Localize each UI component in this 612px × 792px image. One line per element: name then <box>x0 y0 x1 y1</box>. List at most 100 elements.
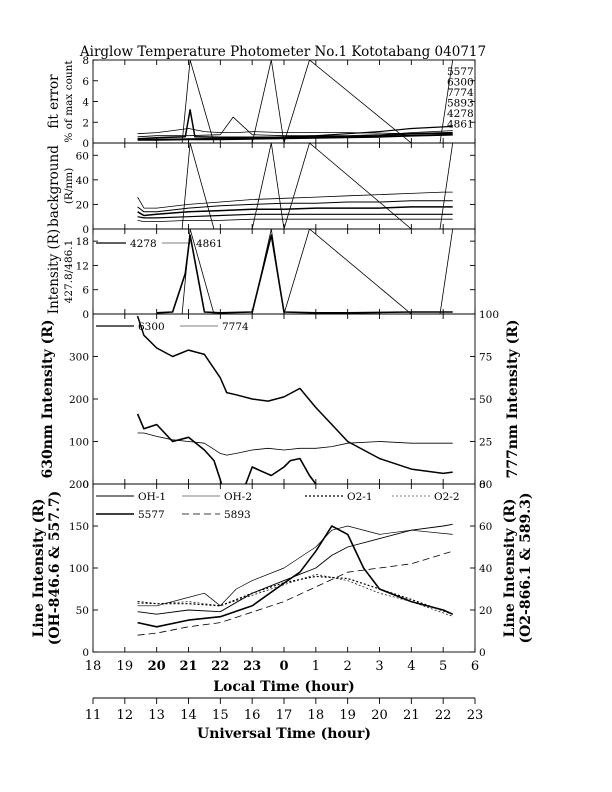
y-axis-label: Intensity (R) <box>46 229 62 314</box>
y-tick-label: 0 <box>82 479 89 491</box>
y-axis-label-right: 777nm Intensity (R) <box>505 320 521 479</box>
series-line-s2 <box>137 200 453 213</box>
x-tick-label-local: 22 <box>211 659 229 674</box>
legend-label: 6300 <box>138 321 165 333</box>
legend-label: 5577 <box>138 509 165 521</box>
y-axis-label-left: Line Intensity (R) <box>31 499 47 638</box>
series-line-OH-2 <box>137 525 453 607</box>
legend-label: 6300 <box>447 77 474 89</box>
y-tick-label: 12 <box>76 260 89 272</box>
x-axis-label-ut: Universal Time (hour) <box>197 726 371 742</box>
series-line-s4 <box>137 213 453 219</box>
series-group <box>156 229 454 314</box>
y-tick-label: 6 <box>82 76 89 88</box>
x-tick-label-local: 2 <box>344 659 352 674</box>
legend-label: O2-2 <box>434 491 460 503</box>
x-tick-label-local: 0 <box>279 659 288 674</box>
y-axis-label: fit error <box>46 74 62 129</box>
y-tick-label-right: 75 <box>479 352 492 364</box>
y-tick-label: 300 <box>69 352 89 364</box>
x-tick-label-ut: 23 <box>467 708 484 723</box>
legend-label: 5893 <box>224 509 251 521</box>
x-tick-label-local: 21 <box>179 659 197 674</box>
x-tick-label-local: 4 <box>407 659 415 674</box>
y-tick-label-right: 40 <box>479 563 492 575</box>
x-tick-label-ut: 11 <box>85 708 102 723</box>
legend-label: OH-1 <box>138 491 166 503</box>
chart-title: Airglow Temperature Photometer No.1 Koto… <box>79 44 486 60</box>
legend-label: 4861 <box>447 119 474 131</box>
x-tick-label-local: 23 <box>243 659 261 674</box>
y-tick-label-right: 20 <box>479 605 492 617</box>
x-tick-label-local: 20 <box>148 659 166 674</box>
series-line-5893 <box>137 550 453 636</box>
series-line-O2-2 <box>137 573 453 617</box>
panel-oi6300: 0 100 200 300 0 25 50 75 100 630nm Intensity (R) 7… <box>40 309 521 491</box>
y-tick-label: 20 <box>76 199 89 211</box>
legend-label: O2-1 <box>347 491 373 503</box>
y-tick-label-right: 0 <box>479 479 486 491</box>
y-tick-label: 8 <box>82 55 89 67</box>
legend-label: 4278 <box>130 238 157 250</box>
y-tick-label: 40 <box>76 175 89 187</box>
y-tick-label-right: 50 <box>479 394 492 406</box>
panel-frame <box>92 59 476 144</box>
y-tick-label: 4 <box>82 97 89 109</box>
series-line-O2-1 <box>137 575 453 615</box>
legend-label: 7774 <box>222 321 249 333</box>
x-tick-label-ut: 12 <box>117 708 134 723</box>
series-line-s3 <box>136 413 317 484</box>
y-tick-label: 200 <box>69 479 89 491</box>
x-tick-label-ut: 18 <box>308 708 325 723</box>
x-tick-label-local: 19 <box>117 659 134 674</box>
legend-label: OH-2 <box>224 491 252 503</box>
x-axis-label-local: Local Time (hour) <box>213 679 355 695</box>
legend-label: 5893 <box>447 98 474 110</box>
y-tick-label-right: 80 <box>479 479 492 491</box>
x-tick-label-ut: 19 <box>339 708 356 723</box>
y-tick-label: 150 <box>69 521 89 533</box>
y-axis-label-2: % of max count <box>63 60 75 143</box>
y-tick-label: 200 <box>69 394 89 406</box>
x-tick-label-ut: 20 <box>371 708 388 723</box>
y-tick-label: 60 <box>76 150 89 162</box>
series-line-5893 <box>137 133 453 141</box>
series-line-6300 <box>136 315 453 475</box>
y-tick-label-right: 60 <box>479 521 492 533</box>
panel-frame <box>92 142 476 230</box>
series-line-s3 <box>137 206 453 217</box>
legend-label: 4861 <box>196 238 223 250</box>
series-line-5577 <box>137 525 454 628</box>
y-axis-label-right-2: (O2-866.1 & 589.3) <box>518 492 534 643</box>
series-group <box>137 143 454 229</box>
x-tick-label-ut: 17 <box>276 708 293 723</box>
y-tick-label: 0 <box>82 138 89 150</box>
y-tick-label: 6 <box>82 285 89 297</box>
legend-label: 4278 <box>447 108 474 120</box>
y-tick-label: 50 <box>76 605 89 617</box>
x-tick-label-ut: 13 <box>148 708 165 723</box>
y-axis-label-2: (R/nm) <box>63 168 75 204</box>
y-axis-label-2: 427.8/486.1 <box>63 240 75 304</box>
y-axis-label-left-2: (OH-846.6 & 557.7) <box>47 491 63 646</box>
series-line-7774 <box>137 432 453 456</box>
y-tick-label: 2 <box>82 117 89 129</box>
panel-fiterror: 0 2 4 6 8 fit error% of max count 557763007774… <box>46 55 476 150</box>
series-group <box>136 315 453 484</box>
y-tick-label: 18 <box>76 236 89 248</box>
series-line-4861 <box>181 60 454 143</box>
x-tick-label-local: 3 <box>375 659 383 674</box>
legend-label: 7774 <box>447 87 474 99</box>
y-tick-label-right: 0 <box>479 647 486 659</box>
series-line-OH-1 <box>137 523 453 615</box>
y-tick-label-right: 25 <box>479 437 492 449</box>
y-tick-label-right: 100 <box>479 309 499 321</box>
x-tick-label-ut: 14 <box>180 708 197 723</box>
panel-frame <box>92 313 476 485</box>
panel-background: 0 20 40 60 background (R/nm) <box>46 142 476 236</box>
y-tick-label: 0 <box>82 309 89 321</box>
x-tick-label-local: 5 <box>439 659 447 674</box>
y-axis-label-right: Line Intensity (R) <box>502 499 518 638</box>
